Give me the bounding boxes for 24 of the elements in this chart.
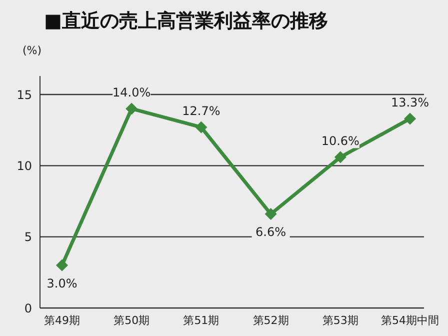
y-tick-label: 15 <box>16 88 32 102</box>
x-tick-label: 第52期 <box>252 314 289 327</box>
y-tick-label: 10 <box>16 158 32 173</box>
data-label: 10.6% <box>321 134 360 148</box>
x-tick-label: 第53期 <box>322 314 358 327</box>
data-label: 3.0% <box>46 276 78 290</box>
point <box>56 259 68 272</box>
data-label: 6.6% <box>256 225 286 240</box>
point <box>264 208 277 220</box>
point <box>195 121 208 134</box>
data-label: 13.3% <box>390 96 430 110</box>
x-tick-label: 第54期中間 <box>381 314 439 327</box>
y-tick-label: 0 <box>24 301 32 316</box>
point <box>334 151 346 164</box>
x-tick-label: 第49期 <box>44 314 80 327</box>
chart-title: ■直近の売上高営業利益率の推移 <box>44 9 328 34</box>
data-label: 14.0% <box>112 86 151 100</box>
point <box>404 112 416 125</box>
data-label: 12.7% <box>182 104 220 118</box>
point <box>126 102 138 115</box>
y-tick-label: 5 <box>24 230 32 244</box>
x-tick-label: 第50期 <box>114 314 150 327</box>
x-tick-label: 第51期 <box>183 314 220 327</box>
y-axis-title: (%) <box>22 44 42 57</box>
